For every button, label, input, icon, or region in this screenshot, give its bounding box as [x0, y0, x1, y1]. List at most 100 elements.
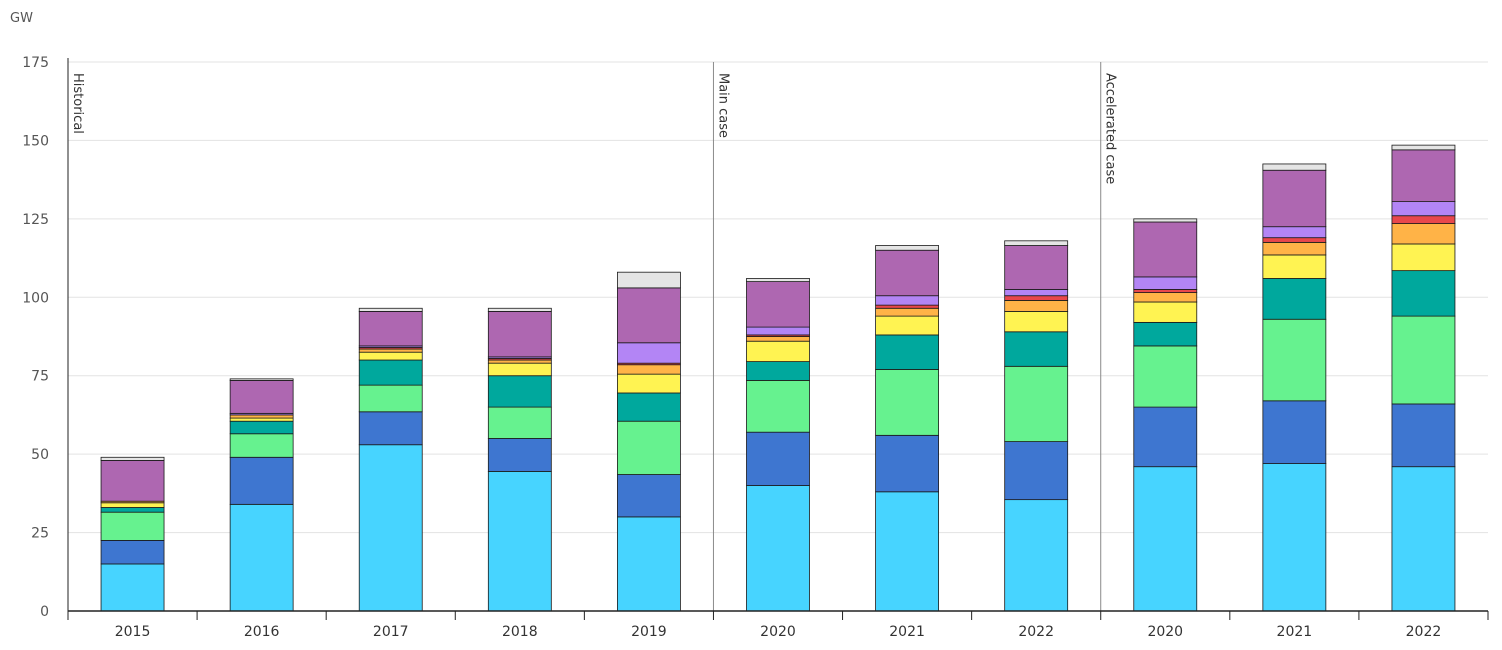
bar-segment: [1262, 237, 1327, 243]
x-tick-label: 2022: [1018, 624, 1054, 640]
bar-segment: [487, 307, 552, 312]
bar-segment: [100, 511, 165, 541]
bar-segment: [358, 384, 423, 413]
bar-segment: [1262, 169, 1327, 228]
bar-stack: [358, 307, 423, 612]
bar-segment: [617, 342, 681, 364]
bar-segment: [1391, 243, 1456, 272]
x-tick-label: 2021: [889, 624, 925, 640]
y-tick-label: 175: [22, 55, 49, 71]
bar-segment: [1133, 345, 1198, 408]
y-unit-label: GW: [10, 11, 33, 26]
bar-segment: [229, 433, 294, 458]
bar-segment: [746, 485, 810, 612]
x-tick-label: 2020: [760, 624, 796, 640]
bar-segment: [1262, 241, 1327, 256]
bar-segment: [1262, 254, 1327, 279]
bar-segment: [875, 491, 939, 612]
bar-segment: [617, 287, 681, 344]
bar-segment: [1004, 300, 1069, 312]
bar-segment: [229, 417, 294, 422]
x-tick-label: 2015: [115, 624, 151, 640]
bar-segment: [358, 411, 423, 446]
bar-segment: [875, 304, 939, 309]
bar-segment: [1004, 240, 1069, 246]
bar-segment: [1133, 466, 1198, 612]
y-tick-label: 0: [40, 604, 49, 620]
bar-segment: [229, 380, 294, 414]
bar-segment: [487, 470, 552, 612]
bar-segment: [229, 420, 294, 435]
bar-segment: [617, 373, 681, 394]
bar-segment: [746, 326, 810, 336]
bar-stack: [1262, 163, 1327, 612]
bar-segment: [1391, 215, 1456, 224]
bar-segment: [1133, 289, 1198, 293]
bar-segment: [358, 444, 423, 612]
bar-segment: [229, 378, 294, 381]
bar-stack: [875, 245, 939, 612]
bar-segment: [1133, 221, 1198, 278]
y-tick-label: 100: [22, 290, 49, 306]
bar-segment: [358, 359, 423, 386]
bar-segment: [1004, 295, 1069, 301]
bar-segment: [746, 361, 810, 381]
bar-segment: [229, 503, 294, 612]
bar-segment: [1262, 163, 1327, 171]
y-tick-label: 75: [31, 369, 49, 385]
bar-segment: [487, 406, 552, 439]
bar-segment: [875, 295, 939, 306]
bar-segment: [1391, 149, 1456, 203]
section-dividers: Historical Main case Accelerated case: [70, 62, 1118, 611]
bar-segment: [875, 369, 939, 436]
bar-segment: [1133, 406, 1198, 468]
bar-segment: [617, 364, 681, 375]
bar-segment: [1262, 318, 1327, 402]
bar-segment: [617, 516, 681, 612]
bar-segment: [875, 307, 939, 317]
bar-stack: [746, 278, 810, 612]
bar-segment: [1391, 144, 1456, 151]
bar-segment: [1004, 289, 1069, 297]
bar-segment: [100, 507, 165, 513]
bar-segment: [487, 438, 552, 472]
bar-segment: [1133, 292, 1198, 303]
bar-stack: [1391, 144, 1456, 612]
bar-segment: [358, 348, 423, 353]
bar-segment: [1133, 218, 1198, 223]
bar-segment: [746, 281, 810, 328]
bar-segment: [100, 460, 165, 502]
bar-segment: [1004, 311, 1069, 333]
bar-segment: [100, 502, 165, 508]
bar-segment: [617, 392, 681, 422]
bar-segment: [358, 307, 423, 312]
bar-segment: [1004, 331, 1069, 367]
bar-segment: [1262, 400, 1327, 464]
bar-segment: [229, 414, 294, 419]
bar-segment: [1391, 201, 1456, 217]
bar-segment: [229, 456, 294, 505]
bar-segment: [358, 351, 423, 361]
bar-segment: [487, 362, 552, 377]
y-tick-label: 25: [31, 526, 49, 542]
bar-stack: [1004, 240, 1069, 612]
x-tick-label: 2021: [1277, 624, 1313, 640]
bar-segment: [875, 334, 939, 370]
bar-stack: [617, 271, 681, 612]
bar-segment: [487, 375, 552, 408]
section-label: Accelerated case: [1103, 73, 1118, 184]
bar-segment: [746, 380, 810, 433]
bar-segment: [875, 245, 939, 251]
section-label: Main case: [715, 73, 730, 138]
bar-segment: [617, 474, 681, 518]
bar-segment: [1133, 301, 1198, 323]
y-tick-label: 50: [31, 447, 49, 463]
bar-stack: [487, 307, 552, 612]
bar-segment: [1133, 321, 1198, 347]
bar-segment: [1133, 276, 1198, 290]
x-tick-label: 2017: [373, 624, 409, 640]
bar-segment: [746, 336, 810, 342]
x-tick-label: 2019: [631, 624, 667, 640]
bar-segment: [1391, 270, 1456, 317]
